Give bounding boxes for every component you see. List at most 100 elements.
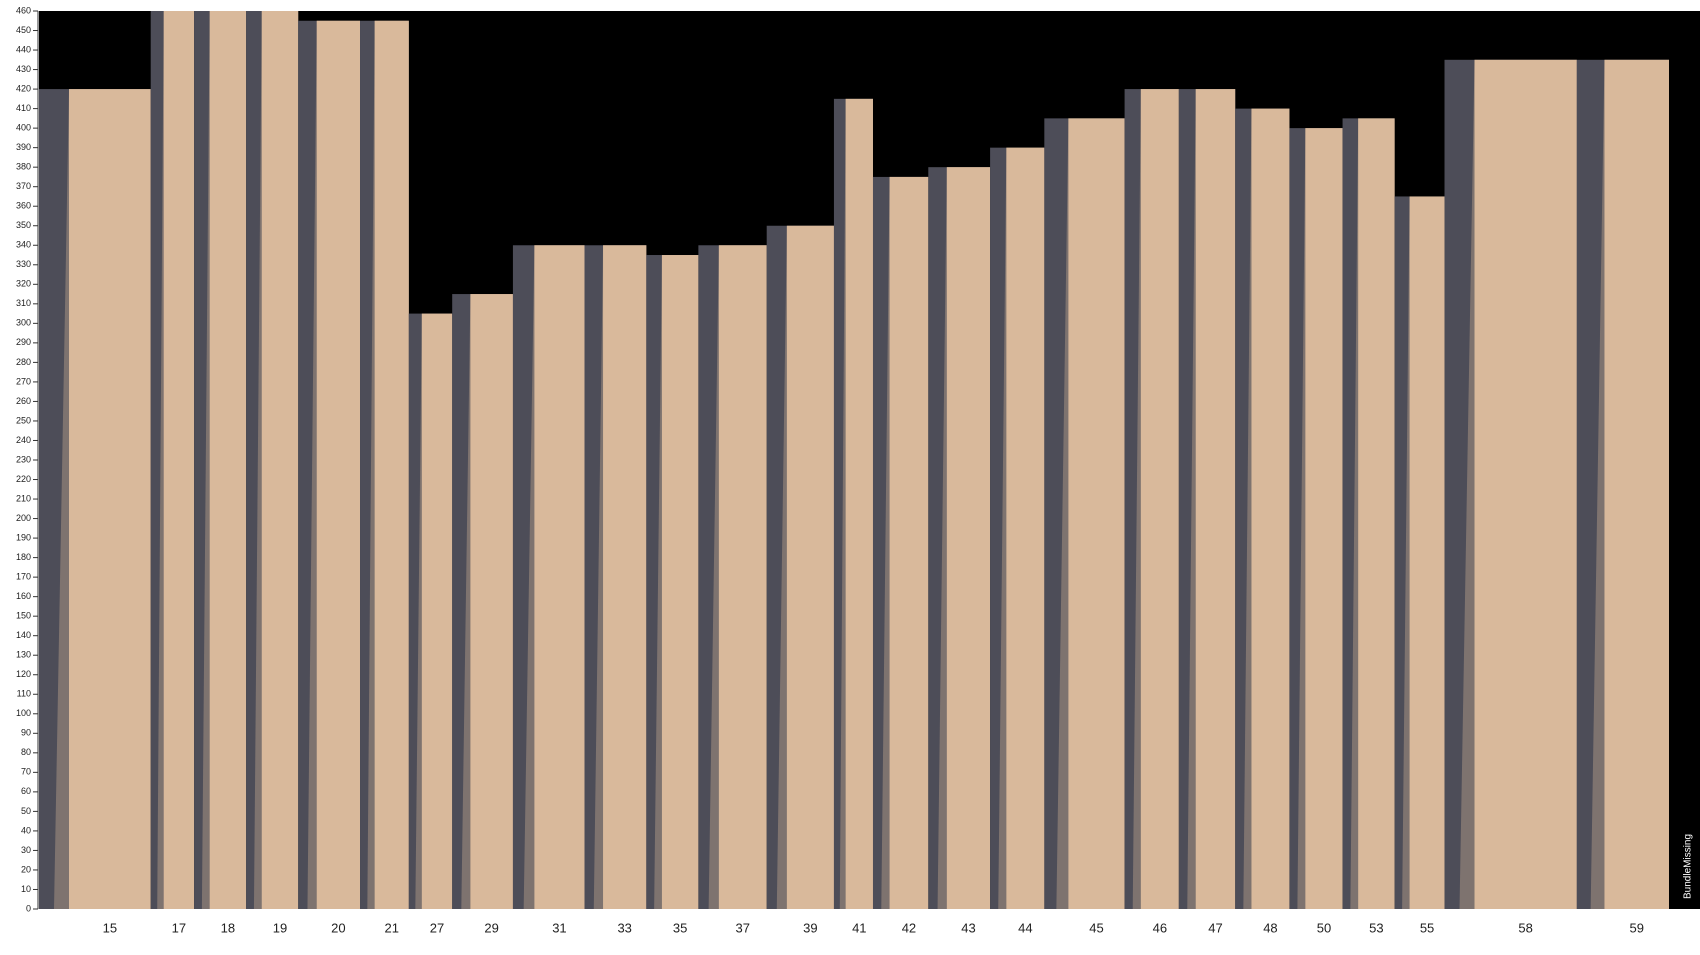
y-tick-label: 20 [21, 864, 31, 874]
y-tick-label: 330 [16, 259, 31, 269]
board [150, 11, 195, 909]
bar [718, 245, 767, 909]
x-tick-label: 46 [1153, 920, 1167, 935]
y-tick-label: 210 [16, 493, 31, 503]
y-tick-label: 250 [16, 415, 31, 425]
y-tick-label: 140 [16, 630, 31, 640]
y-tick-label: 320 [16, 279, 31, 289]
bar [1358, 118, 1395, 909]
bar [786, 225, 834, 909]
board [990, 147, 1045, 910]
y-tick-label: 350 [16, 220, 31, 230]
y-tick-label: 70 [21, 767, 31, 777]
y-tick-label: 10 [21, 884, 31, 894]
board [698, 245, 767, 909]
y-tick-label: 180 [16, 552, 31, 562]
x-tick-label: 19 [273, 920, 287, 935]
y-tick-label: 170 [16, 572, 31, 582]
y-tick-label: 380 [16, 162, 31, 172]
y-tick-label: 30 [21, 845, 31, 855]
y-tick-label: 450 [16, 25, 31, 35]
y-tick-label: 410 [16, 103, 31, 113]
x-tick-label: 18 [221, 920, 235, 935]
bar [261, 11, 299, 909]
board [408, 313, 453, 910]
bar [1068, 118, 1125, 909]
board [646, 255, 699, 910]
x-tick-label: 17 [172, 920, 186, 935]
y-tick-label: 60 [21, 786, 31, 796]
y-tick-label: 80 [21, 747, 31, 757]
x-tick-label: 43 [961, 920, 975, 935]
board [928, 167, 991, 909]
x-tick-label: 42 [902, 920, 916, 935]
x-tick-label: 15 [103, 920, 117, 935]
x-tick-label: 33 [617, 920, 631, 935]
y-tick-label: 360 [16, 201, 31, 211]
bar [1195, 89, 1236, 909]
bar [163, 11, 195, 909]
y-tick-label: 270 [16, 376, 31, 386]
board [39, 89, 151, 909]
y-tick-label: 200 [16, 513, 31, 523]
x-tick-label: 29 [484, 920, 498, 935]
bar [470, 294, 513, 910]
bar [889, 176, 929, 909]
bar [374, 20, 409, 910]
bar [316, 20, 361, 910]
bar [1140, 89, 1179, 909]
x-tick-label: 44 [1018, 920, 1032, 935]
board [1289, 128, 1343, 909]
y-tick-label: 0 [26, 903, 31, 913]
y-tick-label: 160 [16, 591, 31, 601]
bar [603, 245, 647, 909]
y-tick-label: 390 [16, 142, 31, 152]
bar [845, 98, 873, 909]
y-tick-label: 430 [16, 64, 31, 74]
x-tick-label: 21 [384, 920, 398, 935]
y-tick-label: 50 [21, 806, 31, 816]
bar [534, 245, 585, 909]
x-tick-label: 59 [1630, 920, 1644, 935]
board [512, 245, 585, 909]
bar [209, 11, 247, 909]
board [1044, 118, 1125, 909]
y-tick-label: 150 [16, 611, 31, 621]
bar [1251, 108, 1290, 909]
y-tick-label: 400 [16, 123, 31, 133]
bar [1006, 147, 1045, 910]
board [1444, 59, 1577, 910]
x-tick-label: 58 [1518, 920, 1532, 935]
board [194, 11, 247, 909]
x-tick-label: 35 [673, 920, 687, 935]
board [766, 225, 834, 909]
y-tick-label: 130 [16, 650, 31, 660]
x-tick-label: 31 [552, 920, 566, 935]
y-tick-label: 460 [16, 5, 31, 15]
y-tick-label: 440 [16, 44, 31, 54]
y-tick-label: 90 [21, 728, 31, 738]
board [1342, 118, 1395, 909]
annotation: BundleMissing [1683, 834, 1694, 899]
board [872, 176, 929, 909]
board [1394, 196, 1445, 909]
x-tick-label: 37 [736, 920, 750, 935]
y-tick-label: 100 [16, 708, 31, 718]
x-tick-label: 48 [1263, 920, 1277, 935]
bar [1409, 196, 1445, 909]
bar [946, 167, 991, 909]
board [584, 245, 647, 909]
y-tick-label: 240 [16, 435, 31, 445]
bar [1604, 59, 1669, 910]
x-tick-label: 27 [430, 920, 444, 935]
y-tick-label: 300 [16, 318, 31, 328]
x-tick-label: 41 [852, 920, 866, 935]
board [1178, 89, 1236, 909]
y-tick-label: 290 [16, 337, 31, 347]
y-tick-label: 420 [16, 83, 31, 93]
y-tick-label: 340 [16, 240, 31, 250]
y-tick-label: 120 [16, 669, 31, 679]
board [298, 20, 361, 910]
board [360, 20, 409, 910]
